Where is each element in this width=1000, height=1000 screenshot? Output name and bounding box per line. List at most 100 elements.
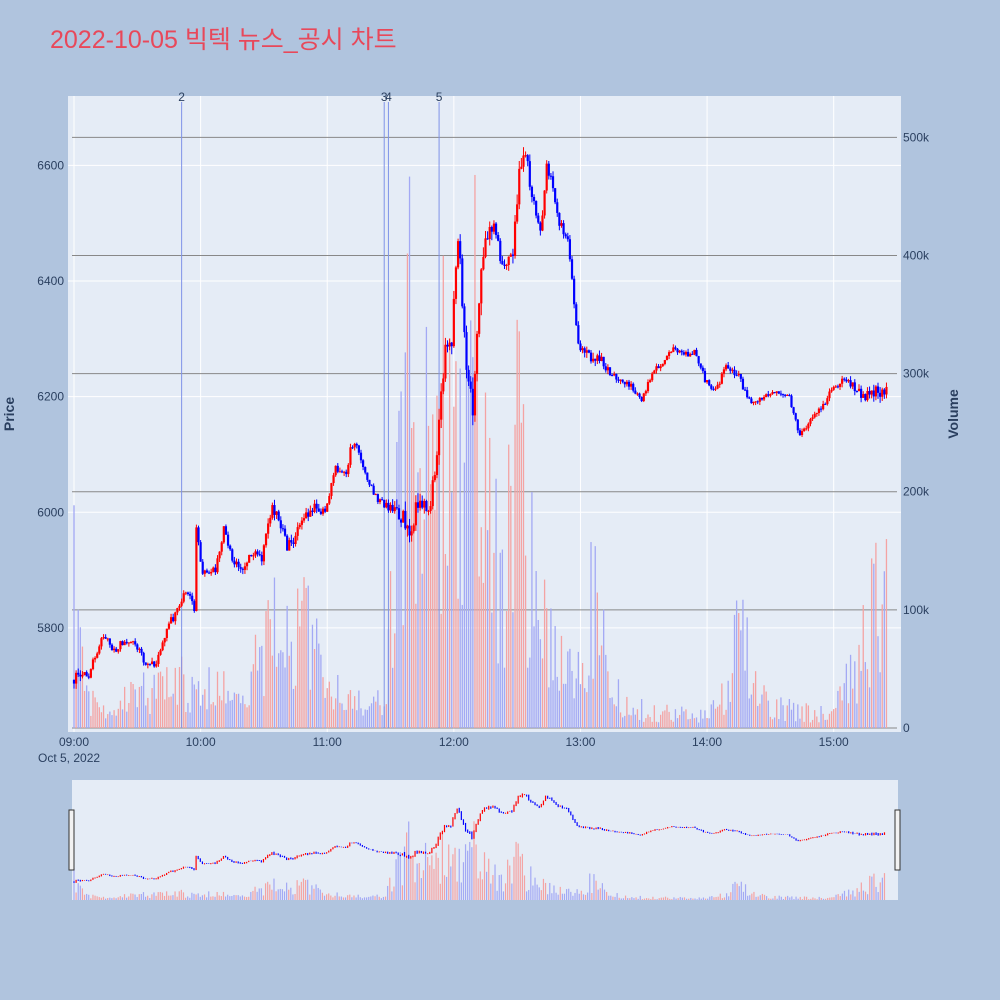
candle-body: [317, 508, 320, 512]
candle-body: [412, 525, 415, 532]
range-slider-volume-bar: [544, 882, 547, 900]
volume-bar: [303, 577, 305, 728]
range-slider[interactable]: [68, 780, 901, 900]
volume-bar: [470, 320, 472, 728]
range-slider-volume-bar: [559, 886, 561, 900]
candle-body: [471, 388, 474, 416]
volume-bar: [727, 680, 729, 728]
range-slider-volume-bar: [843, 890, 846, 900]
volume-bar: [588, 675, 590, 728]
volume-bar: [311, 624, 314, 728]
range-slider-volume-bar: [433, 868, 435, 900]
volume-bar: [389, 571, 392, 728]
range-slider-volume-bar: [136, 897, 138, 900]
volume-bar: [153, 674, 155, 728]
range-slider-left-handle[interactable]: [68, 809, 75, 871]
range-slider-volume-bar: [357, 894, 359, 900]
range-slider-volume-bar: [624, 895, 627, 900]
candle-body: [621, 379, 624, 382]
range-slider-volume-bar: [246, 897, 248, 900]
range-slider-volume-bar: [713, 897, 715, 900]
range-slider-volume-bar: [195, 894, 197, 900]
plot-area[interactable]: [68, 96, 901, 732]
candle-body: [539, 222, 542, 231]
volume-bar: [719, 704, 721, 728]
volume-bar: [231, 699, 233, 728]
volume-bar: [453, 406, 455, 728]
candle-body: [214, 567, 217, 573]
volume-bar: [520, 422, 523, 728]
range-slider-volume-bar: [243, 896, 246, 900]
volume-bar: [651, 721, 653, 728]
candle-body: [636, 393, 639, 395]
candle-body: [545, 163, 548, 191]
range-slider-volume-bar: [271, 889, 273, 900]
candle-body: [195, 527, 198, 612]
volume-bar: [381, 715, 383, 728]
candle-body: [467, 369, 470, 382]
volume-bar: [240, 703, 242, 728]
range-slider-volume-bar: [391, 891, 393, 900]
candle-body: [836, 386, 840, 388]
candle-body: [231, 549, 234, 561]
candle-body: [77, 672, 80, 675]
range-slider-volume-bar: [791, 896, 793, 900]
range-slider-volume-bar: [696, 899, 698, 900]
range-slider-volume-bar: [252, 890, 254, 900]
volume-bar: [343, 710, 345, 728]
volume-bar: [803, 721, 805, 728]
price-tick-label: 6400: [37, 274, 64, 288]
volume-bar: [811, 719, 814, 728]
volume-bar: [873, 563, 875, 728]
volume-bar: [429, 484, 432, 728]
candle-body: [813, 414, 816, 418]
candle-body: [838, 383, 842, 387]
candle-body: [845, 379, 848, 382]
volume-bar: [594, 546, 596, 728]
volume-bar: [672, 721, 674, 728]
range-slider-volume-bar: [679, 896, 681, 900]
range-slider-volume-bar: [664, 896, 667, 900]
volume-tick-label: 100k: [903, 603, 930, 617]
range-slider-volume-bar: [456, 881, 458, 900]
volume-bar: [117, 708, 119, 728]
candle-body: [819, 408, 823, 410]
volume-bar: [210, 704, 212, 728]
range-slider-volume-bar: [361, 898, 364, 900]
candle-body: [828, 391, 831, 399]
volume-bar: [271, 655, 274, 728]
volume-bar: [229, 700, 231, 728]
range-slider-volume-bar: [654, 899, 656, 900]
candle-body: [264, 533, 268, 546]
volume-bar: [81, 646, 84, 728]
candle-body: [178, 605, 181, 609]
volume-bar: [822, 713, 824, 728]
candle-body: [117, 649, 120, 652]
range-slider-volume-bar: [584, 894, 587, 900]
range-slider-volume-bar: [208, 891, 210, 900]
candle-body: [165, 628, 168, 639]
candle-body: [414, 502, 417, 526]
volume-bar: [252, 664, 255, 728]
volume-bar: [216, 671, 219, 728]
range-slider-volume-bar: [871, 876, 873, 900]
volume-bar: [845, 663, 848, 728]
range-slider-volume-bar: [612, 896, 614, 900]
range-slider-right-handle[interactable]: [894, 809, 901, 871]
range-slider-volume-bar: [189, 897, 191, 900]
candle-body: [507, 256, 510, 266]
range-slider-volume-bar: [170, 895, 172, 900]
candle-body: [788, 395, 791, 397]
candle-body: [222, 526, 225, 543]
candle-body: [860, 388, 863, 398]
candle-body: [172, 617, 175, 622]
volume-bar: [871, 558, 873, 728]
candle-body: [473, 374, 477, 416]
range-slider-volume-bar: [852, 890, 854, 900]
range-slider-volume-bar: [757, 896, 759, 900]
range-slider-volume-bar: [313, 888, 315, 900]
candle-body: [509, 254, 512, 257]
range-slider-volume-bar: [498, 875, 500, 900]
volume-bar: [512, 612, 514, 728]
range-slider-volume-bar: [728, 896, 730, 900]
